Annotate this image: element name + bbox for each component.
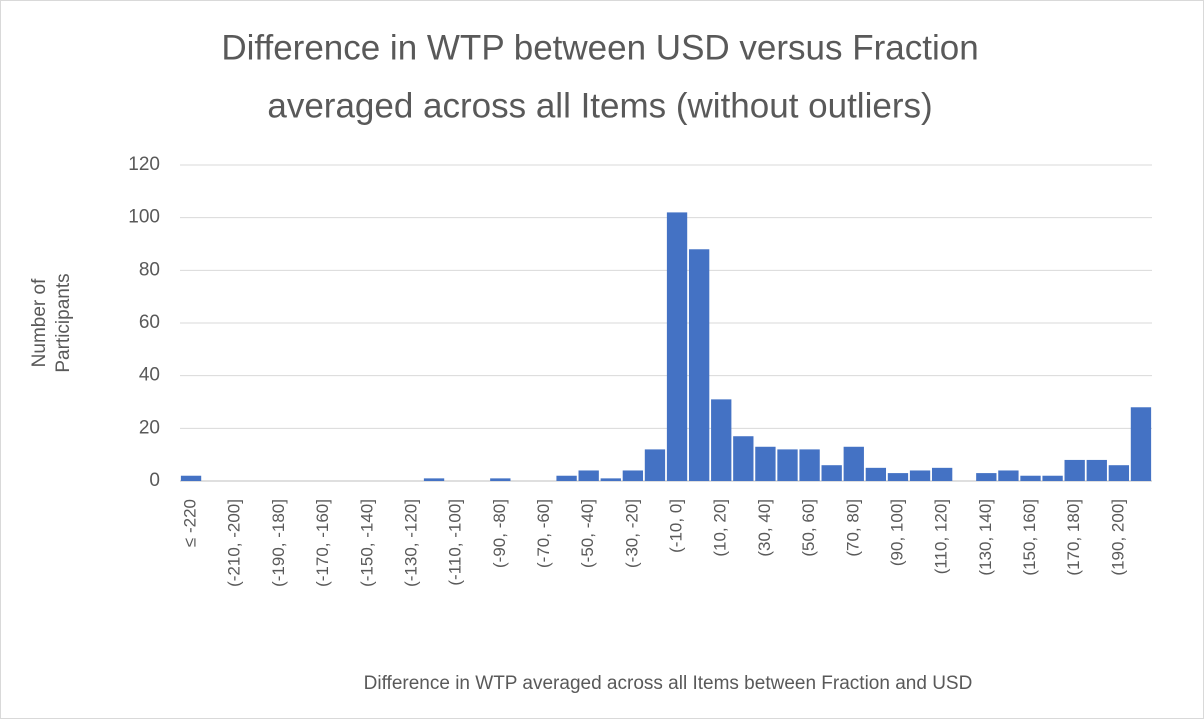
- x-tick-label: (-50, -40]: [578, 499, 597, 568]
- x-tick-label: ≤ -220: [181, 499, 200, 547]
- x-tick-label: (-170, -160]: [313, 499, 332, 587]
- bar: [931, 467, 953, 481]
- x-tick-label: (50, 60]: [799, 499, 818, 557]
- bar: [1108, 465, 1130, 481]
- bar: [909, 470, 931, 481]
- x-tick-label: (-130, -120]: [401, 499, 420, 587]
- y-tick-label: 0: [149, 470, 160, 491]
- y-tick-label: 40: [139, 365, 160, 386]
- x-tick-label: (130, 140]: [976, 499, 995, 576]
- bar: [1064, 459, 1085, 481]
- bar: [180, 475, 202, 481]
- bar: [887, 473, 909, 481]
- bar: [556, 475, 577, 481]
- chart-title: Difference in WTP between USD versus Fra…: [221, 28, 978, 67]
- y-tick-label: 60: [139, 312, 160, 333]
- x-tick-label: (-150, -140]: [357, 499, 376, 587]
- x-tick-label: (190, 200]: [1108, 499, 1127, 576]
- bar: [490, 478, 511, 481]
- bar: [843, 446, 864, 481]
- bar: [644, 449, 666, 481]
- bar: [1020, 475, 1041, 481]
- chart-title: averaged across all Items (without outli…: [267, 86, 932, 125]
- y-tick-label: 20: [139, 417, 160, 438]
- y-tick-label: 80: [139, 259, 160, 280]
- y-tick-label: 120: [128, 154, 160, 175]
- bar: [711, 399, 732, 481]
- bar: [755, 446, 776, 481]
- x-tick-label: (-30, -20]: [622, 499, 641, 568]
- bar: [688, 249, 710, 481]
- bar: [821, 465, 842, 481]
- x-tick-label: (-70, -60]: [534, 499, 553, 568]
- x-tick-label: (-210, -200]: [225, 499, 244, 587]
- y-axis-label: Number of: [29, 278, 50, 367]
- x-tick-label: (90, 100]: [887, 499, 906, 566]
- bar: [1130, 407, 1152, 481]
- bar: [865, 467, 887, 481]
- x-tick-label: (-90, -80]: [490, 499, 509, 568]
- x-tick-label: (30, 40]: [755, 499, 774, 557]
- bar: [600, 478, 621, 481]
- x-tick-label: (110, 120]: [932, 499, 951, 574]
- bar: [666, 212, 688, 481]
- x-tick-label: (-110, -100]: [446, 499, 465, 586]
- bar: [799, 449, 820, 481]
- y-axis-label: Participants: [53, 273, 74, 372]
- x-tick-label: (150, 160]: [1020, 499, 1039, 576]
- bar: [1042, 475, 1063, 481]
- y-tick-label: 100: [128, 207, 160, 228]
- bar: [998, 470, 1019, 481]
- bar: [578, 470, 599, 481]
- x-tick-label: (10, 20]: [711, 499, 730, 557]
- x-tick-label: (-190, -180]: [269, 499, 288, 587]
- bar: [423, 478, 445, 481]
- x-tick-label: (70, 80]: [843, 499, 862, 557]
- x-tick-label: (-10, 0]: [667, 499, 686, 553]
- bar: [622, 470, 644, 481]
- bar: [733, 436, 754, 481]
- bar: [976, 473, 997, 481]
- bar: [777, 449, 798, 481]
- x-tick-label: (170, 180]: [1064, 499, 1083, 576]
- x-axis-label: Difference in WTP averaged across all It…: [364, 673, 973, 694]
- bar: [1086, 459, 1107, 481]
